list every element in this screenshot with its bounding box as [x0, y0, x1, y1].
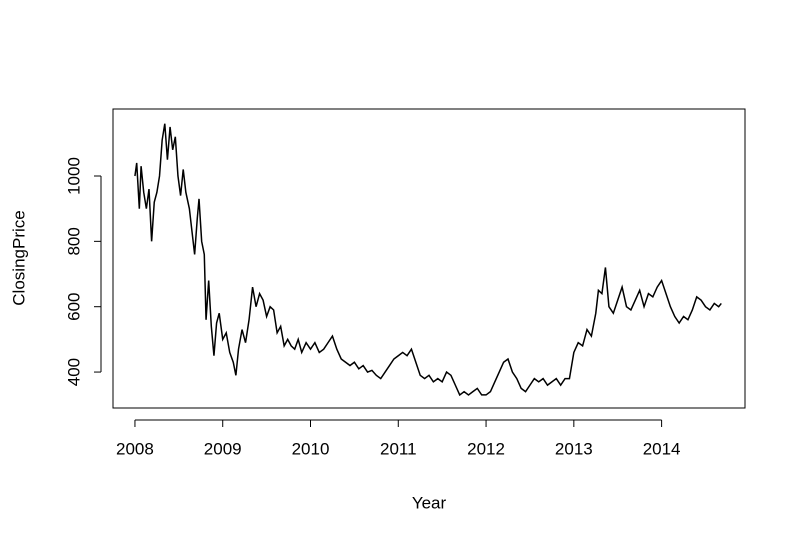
x-tick-label: 2010 — [292, 439, 330, 458]
x-tick-label: 2013 — [555, 439, 593, 458]
plot-frame — [112, 108, 746, 409]
x-axis-label: Year — [412, 493, 447, 512]
x-tick-label: 2011 — [380, 439, 417, 458]
y-tick-label: 400 — [64, 358, 83, 386]
x-tick-label: 2012 — [467, 439, 505, 458]
y-tick-label: 800 — [64, 227, 83, 255]
x-tick-label: 2014 — [643, 439, 681, 458]
price-line — [134, 123, 722, 397]
y-axis-label: ClosingPrice — [9, 210, 28, 305]
x-tick-label: 2008 — [116, 439, 154, 458]
y-tick-label: 600 — [64, 293, 83, 321]
x-tick-label: 2009 — [204, 439, 242, 458]
y-tick-label: 1000 — [64, 157, 83, 195]
